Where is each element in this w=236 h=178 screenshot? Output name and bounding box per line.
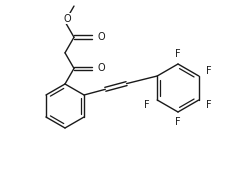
Text: F: F [175,49,181,59]
Text: F: F [206,100,212,110]
Text: O: O [97,32,105,42]
Text: O: O [97,63,105,73]
Text: F: F [144,100,150,110]
Text: F: F [206,66,212,76]
Text: F: F [175,117,181,127]
Text: O: O [63,14,71,24]
